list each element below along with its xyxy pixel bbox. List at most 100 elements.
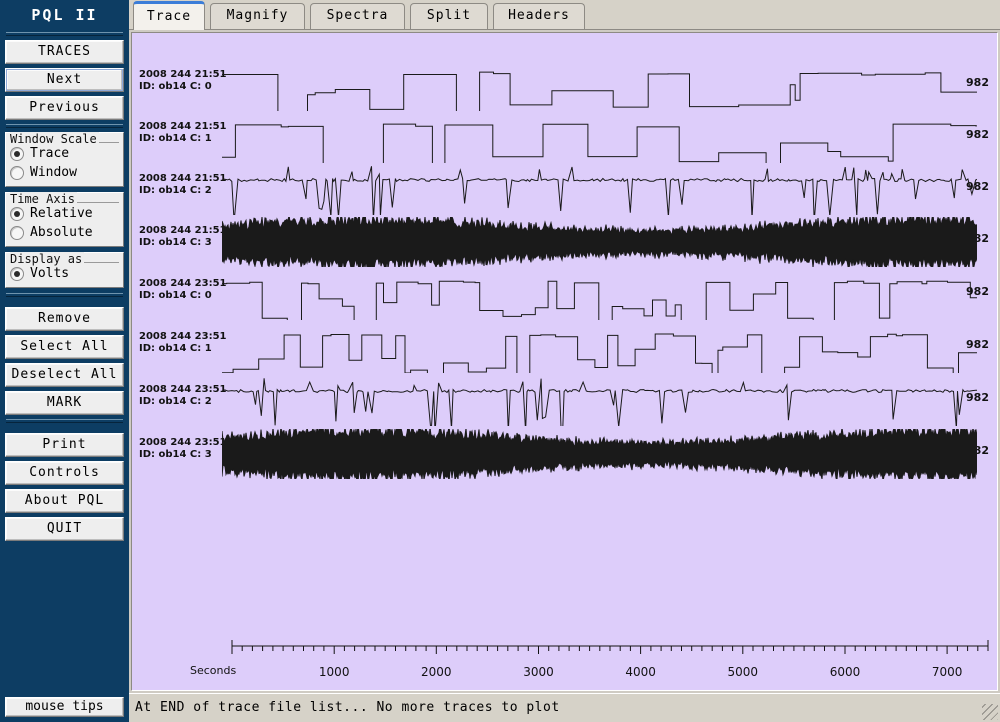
group-display-as: Display as Volts [5, 252, 124, 288]
tab-spectra[interactable]: Spectra [310, 3, 405, 29]
traces-button[interactable]: TRACES [5, 40, 124, 64]
radio-button-icon[interactable] [10, 206, 24, 221]
trace-row[interactable]: 2008 244 21:51 ID: ob14 C: 3 982 [132, 217, 997, 267]
radio-label: Trace [30, 146, 70, 161]
radio-button-icon[interactable] [10, 165, 24, 180]
trace-row[interactable]: 2008 244 23:51 ID: ob14 C: 1 982 [132, 323, 997, 373]
trace-waveform [222, 280, 977, 320]
trace-waveform [222, 333, 977, 373]
tab-trace[interactable]: Trace [133, 1, 205, 30]
radio-button-icon[interactable] [10, 266, 24, 281]
tab-magnify[interactable]: Magnify [210, 3, 305, 29]
quit-button[interactable]: QUIT [5, 517, 124, 541]
trace-row[interactable]: 2008 244 23:51 ID: ob14 C: 0 982 [132, 270, 997, 320]
axis-tick-label: 5000 [727, 665, 759, 679]
divider [6, 124, 123, 128]
tab-split[interactable]: Split [410, 3, 488, 29]
axis-tick-label: 2000 [421, 665, 452, 679]
group-title-time-axis: Time Axis [10, 192, 78, 206]
trace-timestamp: 2008 244 23:51 [139, 331, 227, 342]
previous-button[interactable]: Previous [5, 96, 124, 120]
trace-waveform [222, 123, 977, 163]
group-window-scale: Window Scale Trace Window [5, 132, 124, 187]
radio-button-icon[interactable] [10, 225, 24, 240]
trace-timestamp: 2008 244 23:51 [139, 278, 227, 289]
radio-label: Volts [30, 266, 70, 281]
trace-label: 2008 244 21:51 ID: ob14 C: 0 [139, 69, 227, 93]
sidebar: PQL II TRACES Next Previous Window Scale Tr… [0, 0, 129, 722]
axis-tick-label: 4000 [625, 665, 656, 679]
sidebar-navigation-buttons: TRACES Next Previous [4, 40, 125, 120]
axis-tick-label: 6000 [829, 665, 861, 679]
next-button[interactable]: Next [5, 68, 124, 92]
trace-amplitude-value: 982 [966, 180, 989, 193]
trace-waveform [222, 166, 977, 215]
trace-row[interactable]: 2008 244 21:51 ID: ob14 C: 1 982 [132, 113, 997, 163]
trace-id: ID: ob14 C: 0 [139, 81, 212, 92]
trace-timestamp: 2008 244 21:51 [139, 121, 227, 132]
trace-amplitude-value: 982 [966, 76, 989, 89]
trace-waveform [222, 378, 977, 426]
sidebar-selection-buttons: Remove Select All Deselect All MARK [4, 301, 125, 415]
radio-label: Absolute [30, 225, 93, 240]
trace-id: ID: ob14 C: 2 [139, 396, 212, 407]
radio-relative[interactable]: Relative [10, 204, 119, 223]
axis-label-seconds: Seconds [190, 664, 237, 677]
trace-row[interactable]: 2008 244 21:51 ID: ob14 C: 2 982 [132, 165, 997, 215]
mouse-tips-button[interactable]: mouse tips [5, 697, 124, 717]
trace-plot-canvas[interactable]: 2008 244 21:51 ID: ob14 C: 0 982 2008 244 2… [131, 32, 998, 691]
controls-button[interactable]: Controls [5, 461, 124, 485]
trace-label: 2008 244 21:51 ID: ob14 C: 1 [139, 121, 227, 145]
divider [6, 293, 123, 297]
select-all-button[interactable]: Select All [5, 335, 124, 359]
radio-absolute[interactable]: Absolute [10, 223, 119, 242]
trace-timestamp: 2008 244 23:51 [139, 437, 227, 448]
print-button[interactable]: Print [5, 433, 124, 457]
trace-waveform [222, 217, 977, 267]
axis-ruler [231, 640, 989, 654]
trace-row[interactable]: 2008 244 21:51 ID: ob14 C: 0 982 [132, 61, 997, 111]
mark-button[interactable]: MARK [5, 391, 124, 415]
resize-grip[interactable] [982, 704, 998, 720]
tab-headers[interactable]: Headers [493, 3, 585, 29]
group-time-axis: Time Axis Relative Absolute [5, 192, 124, 247]
trace-label: 2008 244 23:51 ID: ob14 C: 0 [139, 278, 227, 302]
app-title: PQL II [31, 6, 98, 24]
trace-timestamp: 2008 244 21:51 [139, 69, 227, 80]
trace-id: ID: ob14 C: 3 [139, 237, 212, 248]
sidebar-option-groups: Window Scale Trace Window Time Axis Relative… [4, 132, 125, 288]
axis-tick-label: 1000 [318, 665, 350, 679]
group-title-display-as: Display as [10, 252, 85, 266]
remove-button[interactable]: Remove [5, 307, 124, 331]
trace-amplitude-value: 982 [966, 391, 989, 404]
status-message: At END of trace file list... No more tra… [135, 700, 560, 715]
trace-timestamp: 2008 244 21:51 [139, 225, 227, 236]
trace-label: 2008 244 21:51 ID: ob14 C: 3 [139, 225, 227, 249]
trace-id: ID: ob14 C: 2 [139, 185, 212, 196]
trace-id: ID: ob14 C: 1 [139, 343, 212, 354]
trace-timestamp: 2008 244 23:51 [139, 384, 227, 395]
radio-label: Window [30, 165, 77, 180]
group-title-window-scale: Window Scale [10, 132, 99, 146]
radio-label: Relative [30, 206, 93, 221]
status-bar: At END of trace file list... No more tra… [129, 693, 1000, 722]
trace-label: 2008 244 21:51 ID: ob14 C: 2 [139, 173, 227, 197]
trace-id: ID: ob14 C: 3 [139, 449, 212, 460]
radio-volts[interactable]: Volts [10, 264, 119, 283]
radio-window[interactable]: Window [10, 163, 119, 182]
trace-id: ID: ob14 C: 0 [139, 290, 212, 301]
radio-trace[interactable]: Trace [10, 144, 119, 163]
time-axis: Seconds 1000 2000 3000 4000 5000 6000 7000 [132, 640, 997, 690]
trace-amplitude-value: 982 [966, 338, 989, 351]
radio-button-icon[interactable] [10, 146, 24, 161]
trace-label: 2008 244 23:51 ID: ob14 C: 1 [139, 331, 227, 355]
divider [6, 32, 123, 36]
about-pql-button[interactable]: About PQL [5, 489, 124, 513]
trace-row[interactable]: 2008 244 23:51 ID: ob14 C: 3 982 [132, 429, 997, 479]
divider [6, 419, 123, 423]
sidebar-action-buttons: Print Controls About PQL QUIT [4, 427, 125, 541]
trace-waveform [222, 429, 977, 479]
deselect-all-button[interactable]: Deselect All [5, 363, 124, 387]
trace-row[interactable]: 2008 244 23:51 ID: ob14 C: 2 982 [132, 376, 997, 426]
